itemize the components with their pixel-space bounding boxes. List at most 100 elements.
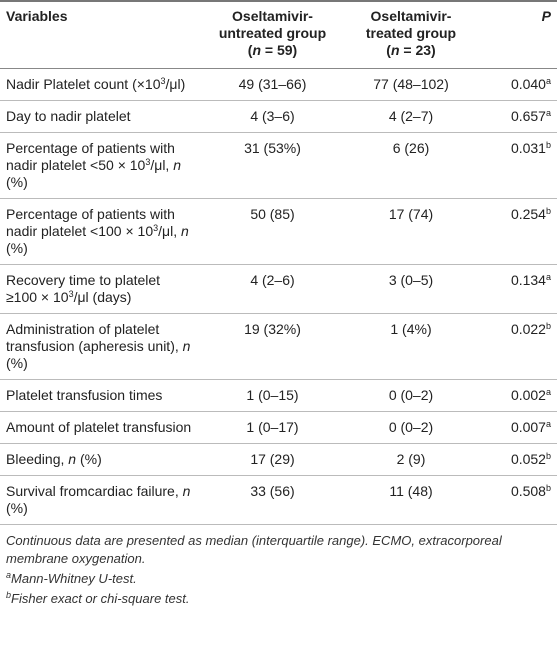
- text: = 59): [261, 42, 298, 58]
- superscript: b: [545, 140, 551, 150]
- column-header: Oseltamivir-treated group (n = 23): [345, 1, 477, 69]
- superscript: 3: [153, 223, 159, 233]
- text: Administration of platelet transfusion (…: [6, 321, 183, 354]
- superscript: a: [545, 108, 551, 118]
- footnote: Continuous data are presented as median …: [6, 532, 551, 568]
- text: = 23): [399, 42, 436, 58]
- superscript: a: [545, 76, 551, 86]
- text: 1 (0–17): [246, 419, 299, 435]
- column-header: Variables: [0, 1, 200, 69]
- text: 1 (4%): [390, 321, 432, 337]
- text: 49 (31–66): [238, 76, 307, 92]
- italic-text: P: [541, 8, 551, 24]
- text: 33 (56): [250, 483, 295, 499]
- variable-cell: Percentage of patients with nadir platel…: [0, 198, 200, 265]
- treated-cell: 17 (74): [345, 198, 477, 265]
- untreated-cell: 49 (31–66): [200, 68, 345, 101]
- untreated-cell: 4 (3–6): [200, 100, 345, 133]
- treated-cell: 1 (4%): [345, 313, 477, 380]
- variable-cell: Administration of platelet transfusion (…: [0, 313, 200, 380]
- text: 4 (3–6): [250, 108, 295, 124]
- text: Platelet transfusion times: [6, 387, 163, 403]
- text: 4 (2–7): [388, 108, 434, 124]
- treated-cell: 11 (48): [345, 475, 477, 525]
- text: Percentage of patients with nadir platel…: [6, 206, 175, 239]
- text: Day to nadir platelet: [6, 108, 131, 124]
- footnote: aMann-Whitney U-test.: [6, 570, 551, 588]
- text: 0 (0–2): [388, 387, 434, 403]
- text: Percentage of patients with nadir platel…: [6, 140, 175, 173]
- treated-cell: 4 (2–7): [345, 100, 477, 133]
- treated-cell: 0 (0–2): [345, 379, 477, 412]
- untreated-cell: 1 (0–15): [200, 379, 345, 412]
- text: 4 (2–6): [250, 272, 295, 288]
- table-row: Percentage of patients with nadir platel…: [0, 198, 557, 265]
- text: Mann-Whitney U-test.: [11, 571, 137, 586]
- variable-cell: Day to nadir platelet: [0, 100, 200, 133]
- treated-cell: 6 (26): [345, 132, 477, 199]
- untreated-cell: 4 (2–6): [200, 264, 345, 314]
- text: 3 (0–5): [388, 272, 434, 288]
- treated-cell: 0 (0–2): [345, 411, 477, 444]
- text: 2 (9): [396, 451, 426, 467]
- text: 0.007: [510, 419, 546, 435]
- treated-cell: 2 (9): [345, 443, 477, 476]
- variable-cell: Recovery time to platelet ≥100 × 103/μl …: [0, 264, 200, 314]
- untreated-cell: 33 (56): [200, 475, 345, 525]
- data-table: Variables Oseltamivir-untreated group (n =…: [0, 0, 557, 525]
- italic-text: n: [182, 483, 191, 499]
- variable-cell: Bleeding, n (%): [0, 443, 200, 476]
- text: Nadir Platelet count (×10: [6, 76, 161, 92]
- table-row: Survival fromcardiac failure, n (%) 33 (5…: [0, 475, 557, 525]
- superscript: 3: [160, 76, 166, 86]
- text: Oseltamivir-untreated group: [218, 8, 327, 41]
- text: 0.134: [510, 272, 546, 288]
- text: 17 (74): [388, 206, 434, 222]
- p-value-cell: 0.040a: [477, 68, 557, 101]
- text: /μl,: [150, 157, 174, 173]
- variable-cell: Amount of platelet transfusion: [0, 411, 200, 444]
- text: /μl): [165, 76, 186, 92]
- untreated-cell: 50 (85): [200, 198, 345, 265]
- text: /μl,: [158, 223, 181, 239]
- untreated-cell: 19 (32%): [200, 313, 345, 380]
- p-value-cell: 0.134a: [477, 264, 557, 314]
- text: 6 (26): [392, 140, 430, 156]
- p-value-cell: 0.508b: [477, 475, 557, 525]
- text: Amount of platelet transfusion: [6, 419, 192, 435]
- italic-text: n: [252, 42, 262, 58]
- text: 11 (48): [389, 483, 433, 499]
- superscript: 3: [68, 289, 74, 299]
- superscript: b: [545, 321, 551, 331]
- table-row: Percentage of patients with nadir platel…: [0, 132, 557, 199]
- superscript: b: [545, 483, 551, 493]
- text: (%): [76, 451, 102, 467]
- header-row: Variables Oseltamivir-untreated group (n =…: [0, 1, 557, 69]
- text: 0 (0–2): [388, 419, 434, 435]
- text: Recovery time to platelet ≥100 × 10: [6, 272, 161, 305]
- text: 31 (53%): [244, 140, 301, 156]
- text: Survival fromcardiac failure,: [6, 483, 183, 499]
- italic-text: n: [181, 223, 189, 239]
- text: /μl (days): [73, 289, 132, 305]
- p-value-cell: 0.052b: [477, 443, 557, 476]
- untreated-cell: 31 (53%): [200, 132, 345, 199]
- italic-text: n: [173, 157, 182, 173]
- p-value-cell: 0.022b: [477, 313, 557, 380]
- text: 0.031: [510, 140, 546, 156]
- italic-text: n: [390, 42, 400, 58]
- superscript: b: [545, 451, 551, 461]
- text: 0.022: [510, 321, 546, 337]
- italic-text: n: [68, 451, 77, 467]
- text: 1 (0–15): [246, 387, 299, 403]
- treated-cell: 77 (48–102): [345, 68, 477, 101]
- superscript: 3: [145, 157, 151, 167]
- footnotes: Continuous data are presented as median …: [0, 525, 557, 608]
- p-value-cell: 0.007a: [477, 411, 557, 444]
- table-body: Nadir Platelet count (×103/μl) 49 (31–66)…: [0, 68, 557, 525]
- p-value-cell: 0.031b: [477, 132, 557, 199]
- p-value-cell: 0.657a: [477, 100, 557, 133]
- text: 50 (85): [250, 206, 295, 222]
- treated-cell: 3 (0–5): [345, 264, 477, 314]
